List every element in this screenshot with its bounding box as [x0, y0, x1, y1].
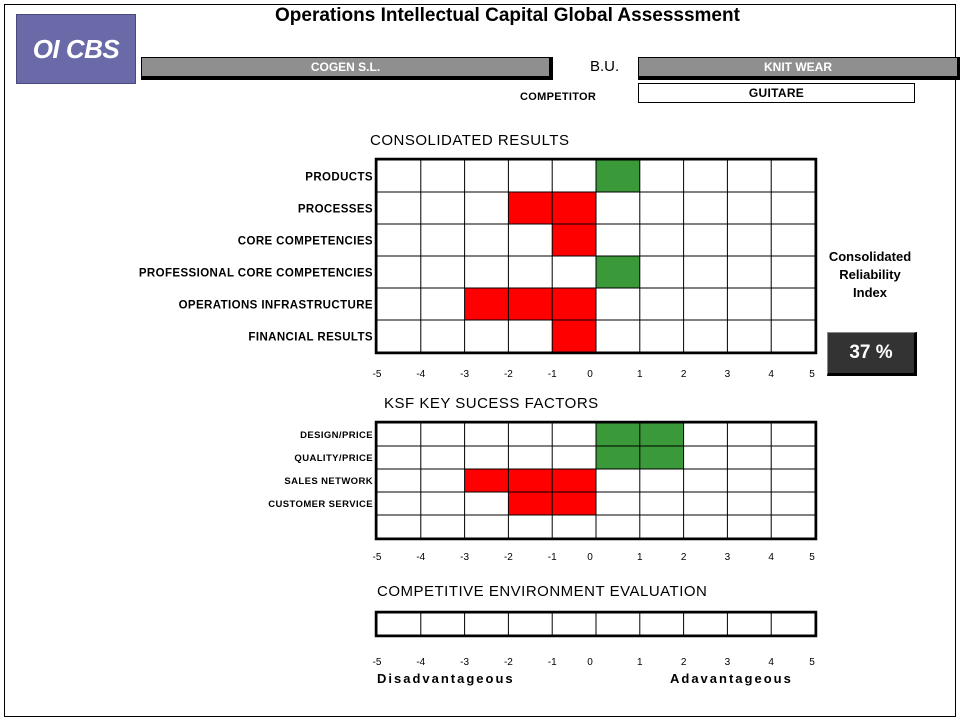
- positive-bar: [596, 160, 640, 192]
- tick-label: -5: [373, 552, 382, 563]
- negative-bar: [464, 469, 596, 492]
- oicbs-logo: OI CBS: [16, 14, 136, 84]
- reliability-label-line: Reliability: [839, 267, 901, 282]
- grid-border: [374, 610, 818, 638]
- row-label: DESIGN/PRICE: [300, 430, 373, 441]
- row-label: CORE COMPETENCIES: [238, 235, 373, 247]
- bu-field[interactable]: KNIT WEAR: [638, 57, 960, 80]
- tick-label: -4: [416, 369, 425, 380]
- disadvantageous-label: Disadvantageous: [377, 671, 515, 686]
- tick-label: -3: [460, 657, 469, 668]
- tick-label: 1: [637, 657, 643, 668]
- tick-label: 4: [768, 369, 774, 380]
- row-label: CUSTOMER SERVICE: [268, 499, 373, 510]
- tick-label: 2: [681, 552, 687, 563]
- row-label: PROCESSES: [298, 203, 373, 215]
- chart-title: CONSOLIDATED RESULTS: [370, 132, 569, 149]
- tick-label: 1: [637, 552, 643, 563]
- reliability-index-value: 37 %: [827, 332, 917, 376]
- reliability-label-line: Index: [853, 285, 887, 300]
- company-field[interactable]: COGEN S.L.: [141, 57, 553, 80]
- tick-label: -1: [548, 369, 557, 380]
- competitor-field[interactable]: GUITARE: [638, 83, 915, 103]
- tick-label: -4: [416, 552, 425, 563]
- row-label: FINANCIAL RESULTS: [248, 331, 373, 343]
- tick-label: 1: [637, 369, 643, 380]
- competitor-label: COMPETITOR: [520, 91, 597, 103]
- page-frame: [4, 4, 956, 717]
- tick-label: -4: [416, 657, 425, 668]
- grid-border: [374, 157, 818, 355]
- tick-label: -2: [504, 657, 513, 668]
- tick-label: 0: [587, 369, 593, 380]
- tick-label: -1: [548, 552, 557, 563]
- chart-title: KSF KEY SUCESS FACTORS: [384, 395, 599, 412]
- tick-label: 2: [681, 657, 687, 668]
- tick-label: 3: [725, 657, 731, 668]
- row-label: OPERATIONS INFRASTRUCTURE: [179, 299, 373, 311]
- tick-label: 0: [587, 657, 593, 668]
- tick-label: -2: [504, 552, 513, 563]
- tick-label: 4: [768, 552, 774, 563]
- positive-bar: [596, 256, 640, 288]
- tick-label: 0: [587, 552, 593, 563]
- chart-title: COMPETITIVE ENVIRONMENT EVALUATION: [377, 583, 707, 600]
- row-label: PROFESSIONAL CORE COMPETENCIES: [139, 267, 373, 279]
- bu-label: B.U.: [590, 58, 620, 75]
- tick-label: 4: [768, 657, 774, 668]
- tick-label: 2: [681, 369, 687, 380]
- tick-label: -3: [460, 369, 469, 380]
- row-label: QUALITY/PRICE: [294, 453, 373, 464]
- tick-label: 5: [809, 369, 815, 380]
- tick-label: 3: [725, 552, 731, 563]
- tick-label: -1: [548, 657, 557, 668]
- row-label: SALES NETWORK: [284, 476, 373, 487]
- reliability-index-label: Consolidated Reliability Index: [815, 248, 925, 302]
- tick-label: -5: [373, 369, 382, 380]
- tick-label: -3: [460, 552, 469, 563]
- negative-bar: [552, 224, 596, 256]
- tick-label: 3: [725, 369, 731, 380]
- negative-bar: [464, 288, 596, 320]
- tick-label: -5: [373, 657, 382, 668]
- reliability-label-line: Consolidated: [828, 249, 912, 264]
- advantageous-label: Adavantageous: [670, 671, 793, 686]
- row-label: PRODUCTS: [305, 171, 373, 183]
- grid-border: [374, 420, 818, 541]
- tick-label: -2: [504, 369, 513, 380]
- negative-bar: [552, 320, 596, 352]
- page-title: Operations Intellectual Capital Global A…: [275, 5, 740, 26]
- tick-label: 5: [809, 657, 815, 668]
- tick-label: 5: [809, 552, 815, 563]
